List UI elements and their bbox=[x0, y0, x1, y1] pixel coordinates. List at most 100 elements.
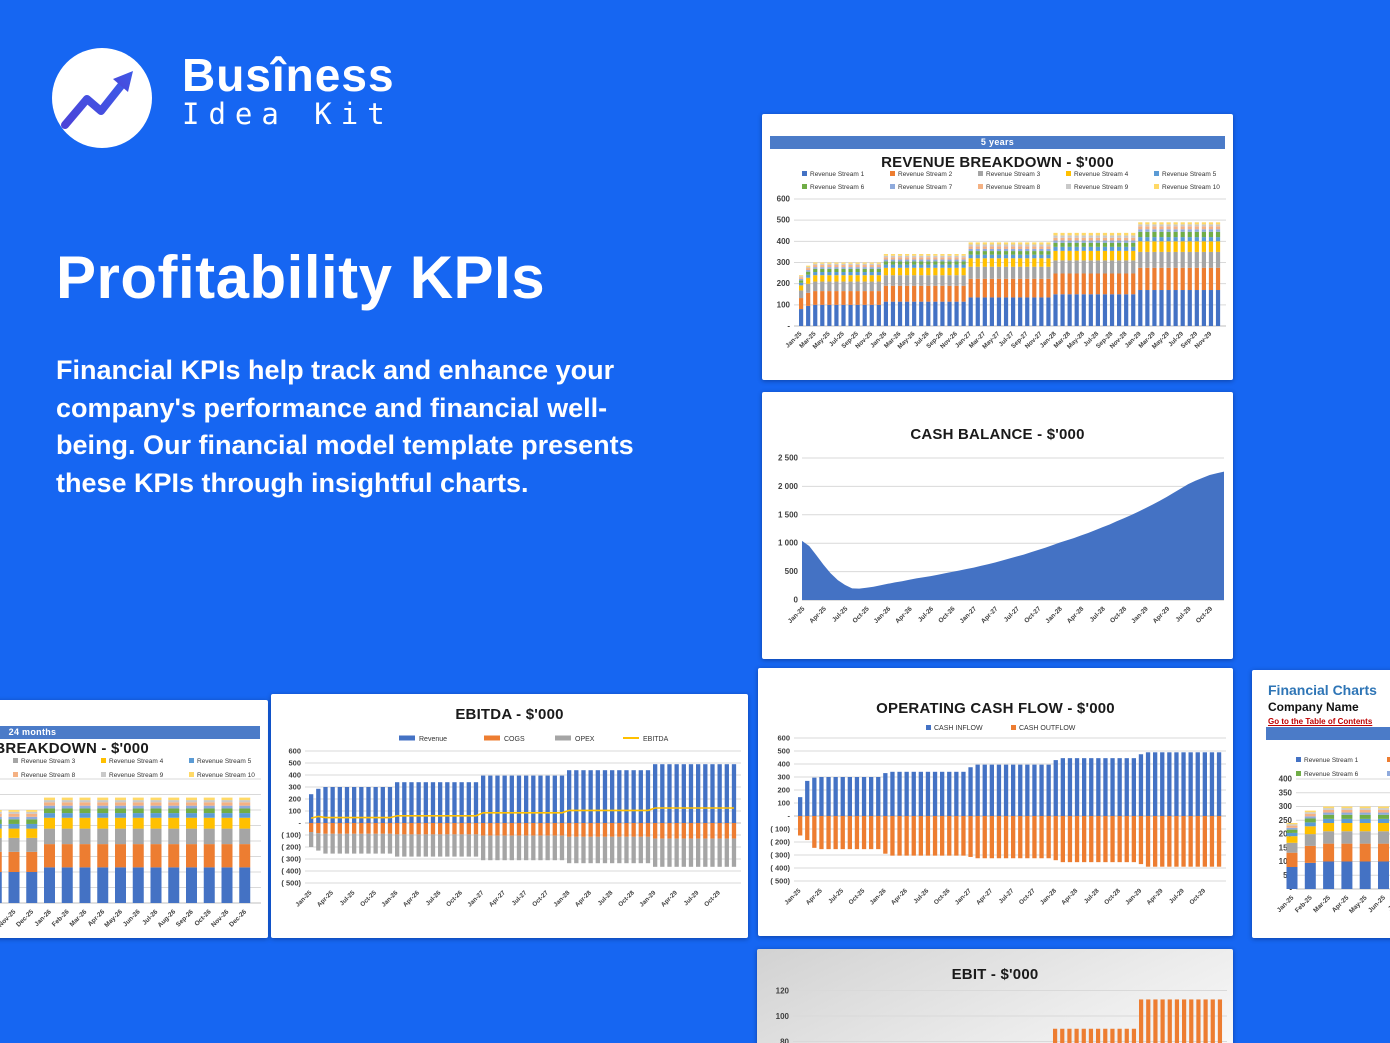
bar-segment bbox=[890, 259, 896, 262]
revenue-bar bbox=[395, 782, 400, 823]
bar-segment bbox=[1201, 231, 1206, 238]
revenue-breakdown-monthly-mini-chart: 40035030025020015010050-Revenue Stream 1… bbox=[1276, 757, 1390, 915]
bar-segment bbox=[1067, 246, 1072, 251]
revenue-bar bbox=[323, 787, 328, 823]
bar-segment bbox=[1032, 258, 1037, 267]
bar-segment bbox=[982, 242, 987, 245]
bar-segment bbox=[1145, 237, 1150, 242]
revenue-bar bbox=[473, 782, 479, 823]
outflow-bar bbox=[840, 816, 845, 850]
bar-segment bbox=[1286, 829, 1298, 833]
cogs-bar bbox=[337, 823, 342, 834]
bar-segment bbox=[221, 800, 233, 803]
bar-segment bbox=[1074, 232, 1079, 236]
opex-bar bbox=[559, 835, 565, 861]
bar-segment bbox=[876, 262, 881, 264]
table-of-contents-link[interactable]: Go to the Table of Contents bbox=[1268, 717, 1373, 726]
legend-swatch bbox=[890, 184, 895, 189]
bar-segment bbox=[848, 265, 853, 268]
bar-segment bbox=[947, 264, 952, 268]
inflow-bar bbox=[1145, 752, 1151, 816]
x-tick-label: Apr-25 bbox=[316, 889, 335, 908]
legend-label: Revenue Stream 3 bbox=[986, 171, 1041, 178]
bar-segment bbox=[1109, 237, 1115, 241]
bar-segment bbox=[1053, 273, 1058, 295]
bar-segment bbox=[168, 802, 180, 806]
revenue-bar bbox=[631, 770, 636, 823]
bar-segment bbox=[1053, 246, 1058, 251]
bar-segment bbox=[1102, 260, 1108, 274]
bar-segment bbox=[79, 808, 91, 814]
bar-segment bbox=[1159, 290, 1164, 326]
ebit-bar bbox=[1196, 999, 1201, 1043]
bar-segment bbox=[1032, 254, 1037, 259]
revenue-bar bbox=[703, 764, 708, 823]
bar-segment bbox=[897, 285, 903, 302]
opex-bar bbox=[574, 836, 579, 864]
cogs-bar bbox=[581, 823, 586, 837]
x-tick-label: Oct-28 bbox=[617, 889, 636, 908]
bar-segment bbox=[1323, 809, 1335, 813]
bar-segment bbox=[1215, 226, 1221, 230]
bar-segment bbox=[8, 819, 20, 824]
bar-segment bbox=[806, 270, 811, 272]
bar-segment bbox=[168, 808, 180, 814]
legend-label: COGS bbox=[504, 736, 525, 743]
inflow-bar bbox=[1025, 764, 1030, 816]
bar-segment bbox=[890, 257, 896, 260]
bar-segment bbox=[1046, 258, 1051, 267]
bar-segment bbox=[1378, 831, 1389, 844]
outflow-bar bbox=[1074, 816, 1080, 863]
bar-segment bbox=[1046, 246, 1051, 249]
inflow-bar bbox=[982, 764, 987, 816]
bar-segment bbox=[1088, 235, 1093, 238]
bar-segment bbox=[1180, 224, 1185, 227]
inflow-bar bbox=[1067, 758, 1073, 816]
x-tick-label: Oct-26 bbox=[933, 887, 952, 906]
bar-segment bbox=[1074, 260, 1079, 274]
legend-label: Revenue Stream 5 bbox=[1162, 171, 1217, 178]
y-tick-label: 2 500 bbox=[778, 454, 799, 463]
bar-segment bbox=[799, 277, 804, 279]
bar-segment bbox=[203, 844, 215, 868]
bar-segment bbox=[799, 309, 804, 326]
y-tick-label: 600 bbox=[288, 747, 301, 756]
legend-label: CASH OUTFLOW bbox=[1019, 725, 1076, 732]
bar-segment bbox=[975, 258, 980, 267]
bar-segment bbox=[1046, 248, 1051, 252]
revenue-bar bbox=[610, 770, 615, 823]
outflow-bar bbox=[1003, 816, 1009, 859]
bar-segment bbox=[1304, 810, 1316, 813]
bar-segment bbox=[1046, 266, 1051, 279]
bar-segment bbox=[97, 817, 109, 829]
bar-segment bbox=[947, 259, 952, 262]
bar-segment bbox=[168, 828, 180, 845]
bar-segment bbox=[841, 268, 846, 273]
bar-segment bbox=[150, 802, 162, 806]
bar-segment bbox=[1025, 254, 1030, 259]
inflow-bar bbox=[1153, 752, 1158, 816]
bar-segment bbox=[982, 246, 987, 249]
bar-segment bbox=[186, 844, 197, 868]
chart-title-ebitda: EBITDA - $'000 bbox=[455, 706, 564, 723]
brand-name-line2: Idea Kit bbox=[182, 97, 394, 131]
opex-bar bbox=[430, 834, 436, 857]
x-tick-label: Jan-26 bbox=[873, 605, 893, 625]
bar-segment bbox=[926, 267, 931, 276]
revenue-bar bbox=[588, 770, 593, 823]
ebit-bar bbox=[1182, 999, 1187, 1043]
bar-segment bbox=[1201, 237, 1206, 242]
x-tick-label: Jul-27 bbox=[511, 889, 529, 907]
inflow-bar bbox=[1003, 764, 1009, 816]
bar-segment bbox=[168, 805, 180, 809]
bar-segment bbox=[883, 261, 888, 265]
x-tick-label: Oct-29 bbox=[703, 889, 722, 908]
revenue-bar bbox=[509, 775, 514, 823]
opex-bar bbox=[380, 833, 385, 854]
bar-segment bbox=[961, 255, 966, 258]
bar-segment bbox=[975, 248, 980, 252]
y-tick-label: 250 bbox=[1279, 816, 1293, 825]
bar-segment bbox=[1067, 294, 1072, 326]
bar-segment bbox=[1131, 294, 1136, 326]
opex-bar bbox=[631, 836, 636, 864]
